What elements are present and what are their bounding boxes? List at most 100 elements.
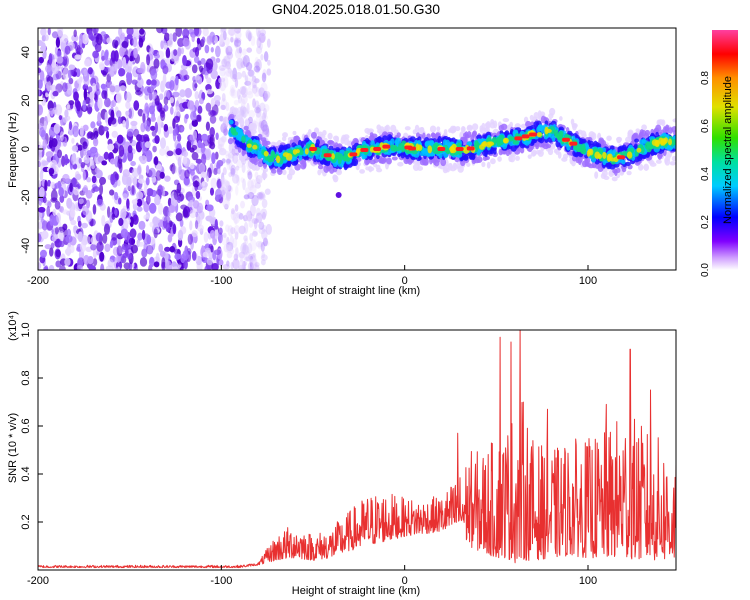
spectrogram-noise-blob	[229, 70, 234, 80]
spectrogram-noise-blob	[232, 237, 238, 248]
spectrogram-noise-blob	[254, 61, 260, 69]
spectrogram-noise-blob	[48, 53, 53, 66]
spectrogram-noise-blob	[163, 123, 169, 132]
spectrogram-noise-blob	[263, 51, 269, 62]
spectrogram-noise-blob	[201, 181, 206, 187]
spectrogram-noise-blob	[64, 45, 71, 55]
spectrogram-noise-blob	[169, 246, 176, 253]
spectrogram-ridge-cell	[547, 148, 554, 156]
spectrogram-noise-blob	[90, 243, 97, 251]
spectrogram-noise-blob	[44, 244, 52, 250]
spectrogram-noise-blob	[86, 236, 91, 245]
spectrogram-noise-blob	[51, 138, 58, 148]
spectrogram-ridge-cell	[660, 119, 666, 127]
spectrogram-noise-blob	[58, 265, 66, 270]
spectrogram-noise-blob	[96, 82, 100, 92]
spectrogram-noise-blob	[223, 55, 231, 67]
snr-multiplier: (x10⁴)	[7, 311, 19, 341]
spectrogram-noise-blob	[263, 107, 267, 119]
spectrogram-noise-blob	[240, 110, 246, 117]
spectrogram-noise-blob	[111, 232, 118, 241]
spectrogram-noise-blob	[255, 112, 263, 125]
spectrogram-noise-blob	[156, 28, 164, 34]
spectrogram-noise-blob	[60, 34, 69, 43]
figure-title: GN04.2025.018.01.50.G30	[272, 1, 440, 17]
spectrogram-noise-blob	[96, 241, 104, 252]
spectrogram-noise-blob	[225, 184, 233, 192]
spectrogram-noise-blob	[66, 83, 72, 95]
spectrogram-noise-blob	[82, 141, 88, 150]
spectrogram-noise-blob	[177, 156, 182, 167]
spectrogram-noise-blob	[150, 125, 156, 131]
spectrogram-noise-blob	[104, 97, 111, 108]
spectrogram-noise-blob	[208, 109, 216, 117]
spectrogram-noise-blob	[238, 46, 242, 54]
spectrogram-noise-blob	[215, 57, 221, 63]
spectrogram-noise-blob	[110, 50, 117, 62]
spectrogram-noise-blob	[232, 258, 240, 270]
spectrogram-noise-blob	[254, 100, 260, 111]
spectrogram-ridge-cell	[556, 134, 561, 141]
spectrogram-noise-blob	[209, 136, 214, 143]
spectrogram-noise-blob	[209, 187, 215, 196]
spectrogram-noise-blob	[202, 28, 209, 37]
spectrogram-ridge-cell	[369, 159, 376, 165]
spectrogram-noise-blob	[68, 121, 73, 131]
spectrogram-noise-blob	[223, 56, 227, 64]
spectrogram-noise-blob	[221, 158, 226, 164]
spectrogram-ridge-cell	[317, 164, 324, 170]
spectrogram-noise-blob	[253, 218, 258, 229]
spectrogram-noise-blob	[261, 211, 266, 220]
spectrogram-noise-blob	[249, 233, 254, 242]
spectrogram-noise-blob	[230, 87, 235, 96]
spectrogram-noise-blob	[245, 29, 252, 39]
spectrogram-noise-blob	[261, 129, 268, 138]
spectrogram-ridge-cell	[445, 167, 450, 173]
spectrogram-noise-blob	[240, 85, 248, 98]
spectrogram-noise-blob	[55, 37, 61, 48]
spectrogram-noise-blob	[38, 211, 43, 219]
spectrogram-noise-blob	[262, 124, 270, 135]
spectrogram-noise-blob	[259, 41, 263, 51]
spectrogram-noise-blob	[234, 77, 239, 89]
spectrogram-noise-blob	[251, 194, 259, 207]
spectrogram-noise-blob	[186, 140, 192, 151]
spectrogram-ridge-cell	[240, 156, 246, 162]
spectrogram-noise-blob	[241, 263, 246, 270]
spectrogram-noise-blob	[266, 127, 270, 138]
spectrogram-noise-blob	[158, 107, 166, 114]
spectrogram-noise-blob	[266, 68, 272, 76]
spectrogram-noise-blob	[71, 177, 77, 188]
spectrogram-noise-blob	[174, 126, 178, 137]
spectrogram-noise-blob	[241, 48, 247, 56]
spectrogram-ridge-cell	[490, 158, 496, 165]
spectrogram-noise-blob	[209, 229, 216, 239]
spectrogram-noise-blob	[200, 171, 207, 179]
spectrogram-noise-blob	[55, 249, 61, 258]
spectrogram-ridge-cell	[455, 126, 461, 132]
spectrogram-ridge-cell	[664, 157, 668, 164]
spectrogram-noise-blob	[74, 54, 82, 60]
spectrogram-noise-blob	[211, 152, 216, 165]
spectrogram-noise-blob	[247, 180, 254, 191]
spectrogram-noise-blob	[141, 229, 146, 241]
spectrogram-ridge-cell	[474, 142, 481, 150]
spectrogram-noise-blob	[99, 183, 104, 196]
spectrogram-noise-blob	[121, 41, 129, 48]
spectrogram-noise-blob	[152, 145, 157, 153]
spectrogram-noise-blob	[123, 217, 132, 225]
spectrogram-noise-blob	[94, 167, 100, 174]
spectrogram-peak-cell	[562, 137, 570, 142]
spectrogram-noise-blob	[38, 262, 42, 270]
spectrogram-noise-blob	[58, 186, 65, 197]
spectrogram-noise-blob	[226, 251, 233, 259]
spectrogram-ridge-cell	[310, 131, 317, 139]
spectrogram-noise-blob	[236, 45, 242, 54]
spectrogram-noise-blob	[261, 72, 267, 83]
spectrogram-ridge-cell	[643, 163, 650, 171]
spectrogram-noise-blob	[62, 116, 68, 124]
spectrogram-ridge-cell	[530, 121, 535, 126]
spectrogram-noise-blob	[175, 75, 179, 86]
spectrogram-noise-blob	[127, 253, 132, 260]
